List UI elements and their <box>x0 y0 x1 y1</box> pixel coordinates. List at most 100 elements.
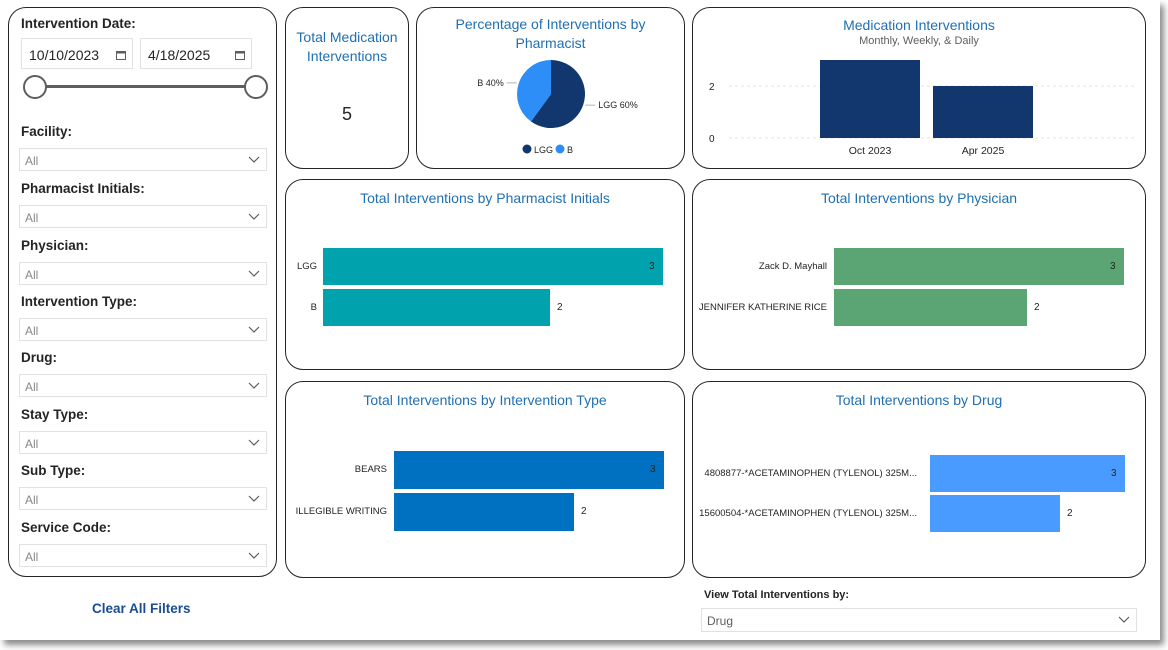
pie-chart-card: Percentage of Interventions by Pharmacis… <box>416 7 685 169</box>
pie-slice-b[interactable] <box>517 60 551 122</box>
start-date-input[interactable]: 10/10/2023 <box>21 38 133 69</box>
bar-category-label: JENNIFER KATHERINE RICE <box>698 301 827 313</box>
filter-dropdown-value: All <box>25 324 39 338</box>
filter-label: Facility: <box>21 124 73 139</box>
bar-category-label: ILLEGIBLE WRITING <box>295 506 387 517</box>
pie-data-label: LGG 60% <box>598 100 638 110</box>
start-date-value: 10/10/2023 <box>29 47 100 63</box>
filter-dropdown-value: All <box>25 437 39 451</box>
filter-dropdown[interactable]: All <box>19 318 267 341</box>
filter-dropdown-value: All <box>25 211 39 225</box>
bar-data-label: 2 <box>1034 301 1040 313</box>
view-by-dropdown[interactable]: Drug <box>701 608 1137 632</box>
bar-data-label: 2 <box>581 506 587 517</box>
pie-data-label: B 40% <box>477 78 504 88</box>
filter-label: Service Code: <box>21 520 112 535</box>
y-tick-label: 0 <box>709 134 715 145</box>
filter-dropdown[interactable]: All <box>19 205 267 228</box>
pie-slice-lgg[interactable] <box>531 60 585 128</box>
bar-data-label: 3 <box>1111 467 1117 479</box>
view-by-label: View Total Interventions by: <box>704 589 850 601</box>
filter-label: Sub Type: <box>21 463 86 478</box>
filter-dropdown[interactable]: All <box>19 544 267 567</box>
filter-dropdown[interactable]: All <box>19 374 267 397</box>
pie-chart-title: Percentage of Interventions by Pharmacis… <box>455 16 646 51</box>
filter-dropdown[interactable]: All <box>19 148 267 171</box>
chevron-down-icon <box>248 156 260 163</box>
monthly-column-chart-card: Medication Interventions Monthly, Weekly… <box>692 7 1146 169</box>
intervention-type-chart-title: Total Interventions by Intervention Type <box>363 392 607 408</box>
filter-dropdown[interactable]: All <box>19 487 267 510</box>
date-filter-label: Intervention Date: <box>21 16 136 31</box>
bar-data-label: 2 <box>557 301 563 313</box>
intervention-type-bar-chart-card: Total Interventions by Intervention Type… <box>285 381 685 578</box>
chevron-down-icon <box>248 270 260 277</box>
bar[interactable] <box>323 248 663 285</box>
drug-bar-chart-card: Total Interventions by Drug 4808877-*ACE… <box>692 381 1146 578</box>
chevron-down-icon <box>248 439 260 446</box>
clear-all-filters-button[interactable]: Clear All Filters <box>92 601 191 616</box>
physician-chart-title: Total Interventions by Physician <box>820 190 1018 206</box>
filter-dropdown-value: All <box>25 154 39 168</box>
bar-data-label: 3 <box>650 464 656 475</box>
kpi-card: Total Medication Interventions 5 <box>285 7 409 169</box>
bar[interactable] <box>930 495 1060 532</box>
filter-dropdown-value: All <box>25 380 39 394</box>
filter-dropdown[interactable]: All <box>19 431 267 454</box>
bar-data-label: 3 <box>649 260 655 272</box>
column-chart: 2 0 Oct 2023 Apr 2025 <box>709 60 1137 157</box>
column-chart-subtitle: Monthly, Weekly, & Daily <box>859 35 979 47</box>
filter-panel: Intervention Date: 10/10/2023 4/18/2025 … <box>8 7 277 577</box>
filter-label: Pharmacist Initials: <box>21 181 145 196</box>
legend-label[interactable]: LGG <box>534 145 553 155</box>
filter-dropdown-value: All <box>25 550 39 564</box>
end-date-value: 4/18/2025 <box>148 47 211 63</box>
y-tick-label: 2 <box>709 82 715 93</box>
date-range-end-handle[interactable] <box>244 75 268 99</box>
column-chart-title: Medication Interventions <box>843 17 995 33</box>
end-date-input[interactable]: 4/18/2025 <box>140 38 252 69</box>
pie-chart: LGG 60% B 40% LGG B <box>477 60 638 155</box>
bar[interactable] <box>834 289 1027 326</box>
date-range-start-handle[interactable] <box>23 75 47 99</box>
kpi-value: 5 <box>341 104 352 124</box>
legend-marker <box>522 144 532 154</box>
bar-category-label: BEARS <box>354 464 387 475</box>
filter-label: Physician: <box>21 238 89 253</box>
column-bar[interactable] <box>820 60 920 138</box>
chevron-down-icon <box>248 552 260 559</box>
filter-dropdown-value: All <box>25 493 39 507</box>
bar-category-label: B <box>310 301 317 313</box>
chevron-down-icon <box>248 326 260 333</box>
date-range-slider-track[interactable] <box>33 85 257 88</box>
calendar-icon[interactable] <box>235 50 245 60</box>
filter-label: Drug: <box>21 350 57 365</box>
bar-category-label: 4808877-*ACETAMINOPHEN (TYLENOL) 325M... <box>704 467 917 479</box>
pharmacist-chart-title: Total Interventions by Pharmacist Initia… <box>360 190 610 206</box>
bar-data-label: 2 <box>1067 507 1073 519</box>
x-tick-label: Oct 2023 <box>849 145 892 157</box>
bar-category-label: Zack D. Mayhall <box>758 260 827 272</box>
legend-label[interactable]: B <box>567 145 573 155</box>
filter-label: Stay Type: <box>21 407 89 422</box>
x-tick-label: Apr 2025 <box>962 145 1005 157</box>
column-bar[interactable] <box>933 86 1033 138</box>
kpi-title: Total Medication Interventions <box>296 29 398 64</box>
drug-chart-title: Total Interventions by Drug <box>835 392 1003 408</box>
filter-dropdown[interactable]: All <box>19 262 267 285</box>
filter-dropdown-value: All <box>25 268 39 282</box>
bar-category-label: 15600504-*ACETAMINOPHEN (TYLENOL) 325M..… <box>699 507 917 519</box>
bar[interactable] <box>394 493 574 531</box>
chevron-down-icon <box>248 382 260 389</box>
bar[interactable] <box>323 289 550 326</box>
bar[interactable] <box>834 248 1124 285</box>
bar-category-label: LGG <box>296 260 317 272</box>
bar[interactable] <box>394 451 664 489</box>
bar[interactable] <box>930 455 1125 492</box>
pharmacist-bar-chart-card: Total Interventions by Pharmacist Initia… <box>285 179 685 370</box>
chevron-down-icon <box>248 495 260 502</box>
legend-marker <box>555 144 565 154</box>
bar-data-label: 3 <box>1110 260 1116 272</box>
filter-label: Intervention Type: <box>21 294 138 309</box>
calendar-icon[interactable] <box>116 50 126 60</box>
